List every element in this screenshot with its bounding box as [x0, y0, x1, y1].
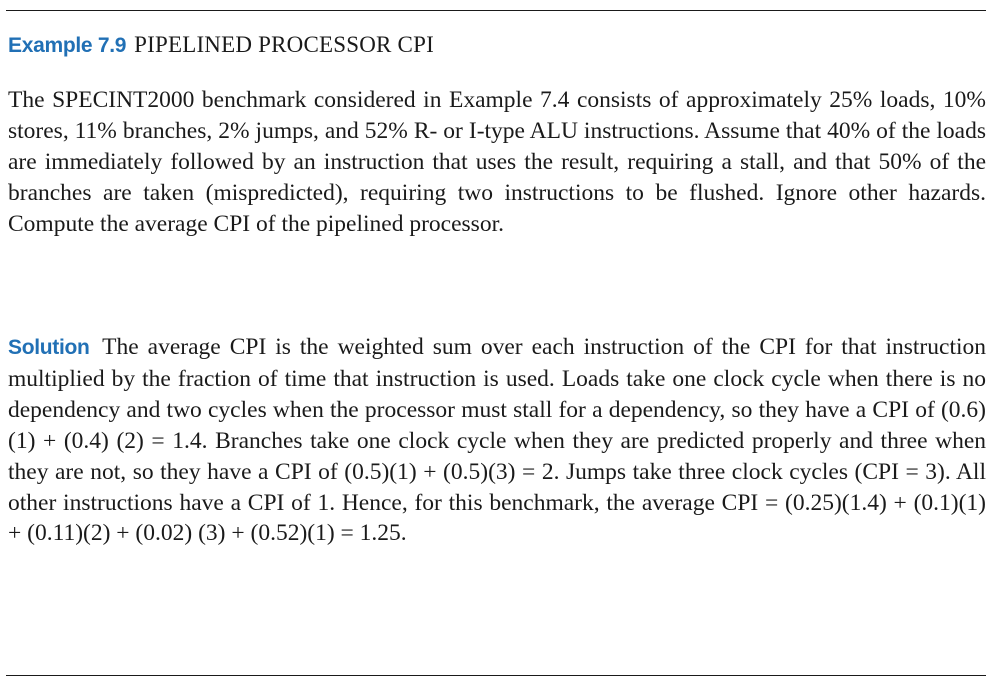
- top-rule: [6, 10, 986, 11]
- example-label: Example 7.9: [8, 34, 127, 57]
- example-header: Example 7.9 PIPELINED PROCESSOR CPI: [8, 30, 434, 61]
- bottom-rule: [6, 675, 986, 676]
- solution-label: Solution: [8, 336, 90, 359]
- solution-paragraph: Solution The average CPI is the weighted…: [8, 332, 986, 549]
- example-title: PIPELINED PROCESSOR CPI: [134, 32, 434, 57]
- solution-text: The average CPI is the weighted sum over…: [8, 334, 986, 547]
- problem-statement: The SPECINT2000 benchmark considered in …: [8, 87, 986, 237]
